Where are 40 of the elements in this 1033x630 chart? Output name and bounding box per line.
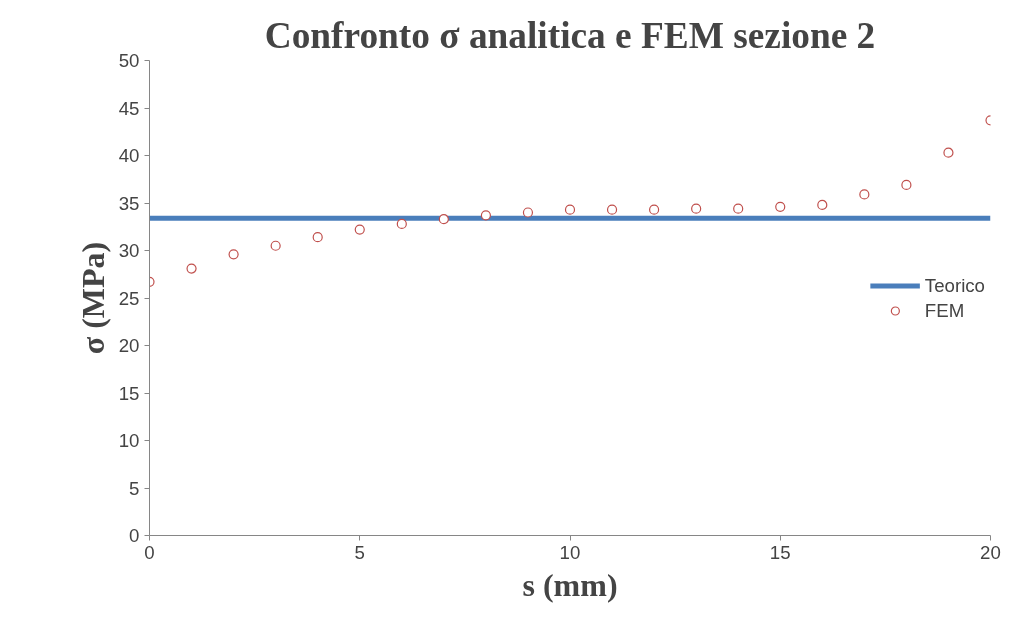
point [733,203,744,214]
y-tick-label: 10 [118,430,140,451]
y-tick-label: 0 [129,525,140,546]
point [901,179,912,191]
y-tick-label: 30 [118,240,140,261]
point [943,147,954,158]
point [480,210,491,221]
chart-title: Confronto σ analitica e FEM sezione 2 [264,14,876,56]
x-tick-label: 5 [354,541,365,563]
y-tick-label: 35 [118,192,140,214]
point [270,240,281,251]
y-axis-title: σ (MPa) [74,241,111,355]
point [354,224,365,235]
point [649,204,660,215]
point [438,214,449,225]
y-tick-label: 50 [118,50,140,71]
x-tick-label: 10 [559,541,581,563]
point [186,263,197,274]
x-tick-label: 20 [980,541,1001,563]
point [564,204,576,215]
point [817,199,828,210]
x-axis-title: s (mm) [522,566,618,603]
y-tick-label: 40 [118,145,140,166]
point [312,232,323,243]
point [522,207,534,218]
x-tick-label: 0 [144,541,155,563]
point [775,201,786,212]
y-tick-label: 25 [118,287,140,309]
legend-label: Teorico [924,274,985,296]
point [396,218,407,229]
point [228,249,239,260]
point [606,204,618,215]
y-tick-label: 45 [118,97,140,119]
y-tick-label: 20 [118,335,140,356]
y-tick-label: 15 [118,382,140,404]
y-tick-label: 5 [129,477,140,499]
point [859,189,870,200]
point [691,203,702,214]
legend-label: FEM [924,299,965,321]
x-tick-label: 15 [769,541,791,563]
